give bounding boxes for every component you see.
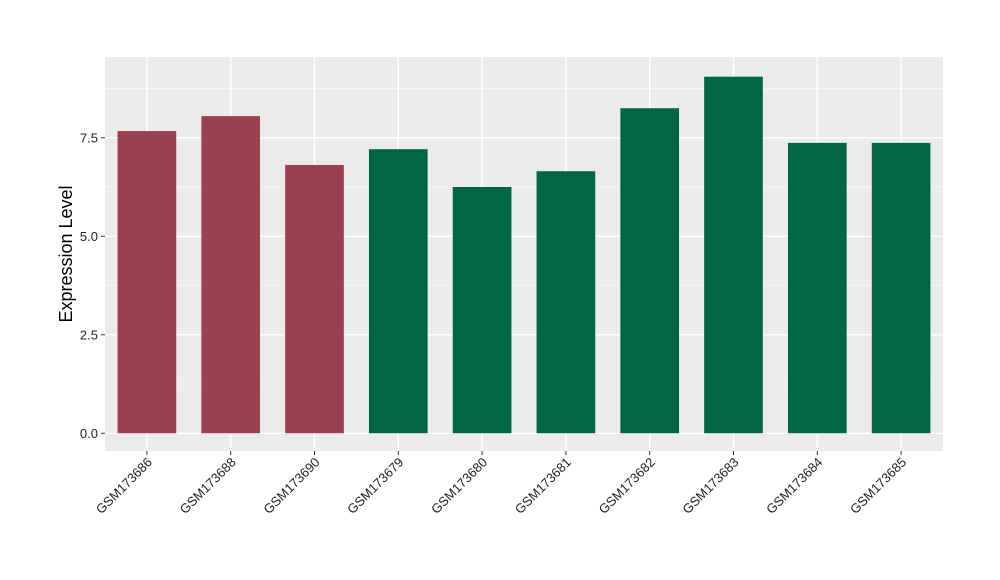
x-axis: GSM173686 GSM173688 GSM173690 GSM173679 GSM1… — [93, 451, 909, 517]
bar — [871, 142, 931, 434]
bar — [704, 76, 763, 434]
bar — [201, 116, 261, 434]
bar — [620, 108, 680, 434]
x-tick-label: GSM173690 — [260, 455, 322, 517]
bar — [368, 149, 428, 434]
bar — [452, 187, 512, 434]
y-tick-label: 0.0 — [80, 426, 98, 441]
bar — [536, 171, 596, 434]
x-tick-label: GSM173685 — [847, 455, 909, 517]
x-tick-label: GSM173682 — [596, 455, 658, 517]
x-tick-label: GSM173684 — [763, 455, 825, 517]
x-tick-label: GSM173680 — [428, 455, 490, 517]
y-tick-label: 7.5 — [80, 130, 98, 145]
y-tick-label: 2.5 — [80, 327, 98, 342]
y-axis-title: Expression Level — [56, 185, 76, 322]
bar — [117, 131, 177, 434]
y-tick-label: 5.0 — [80, 229, 98, 244]
bar — [285, 164, 344, 434]
x-tick-label: GSM173679 — [344, 455, 406, 517]
x-tick-label: GSM173681 — [512, 455, 574, 517]
y-axis: 0.0 2.5 5.0 7.5 — [80, 130, 105, 441]
x-tick-label: GSM173686 — [93, 455, 155, 517]
x-tick-label: GSM173688 — [177, 455, 239, 517]
bar — [787, 142, 847, 434]
x-tick-label: GSM173683 — [679, 455, 741, 517]
bars — [117, 76, 931, 434]
